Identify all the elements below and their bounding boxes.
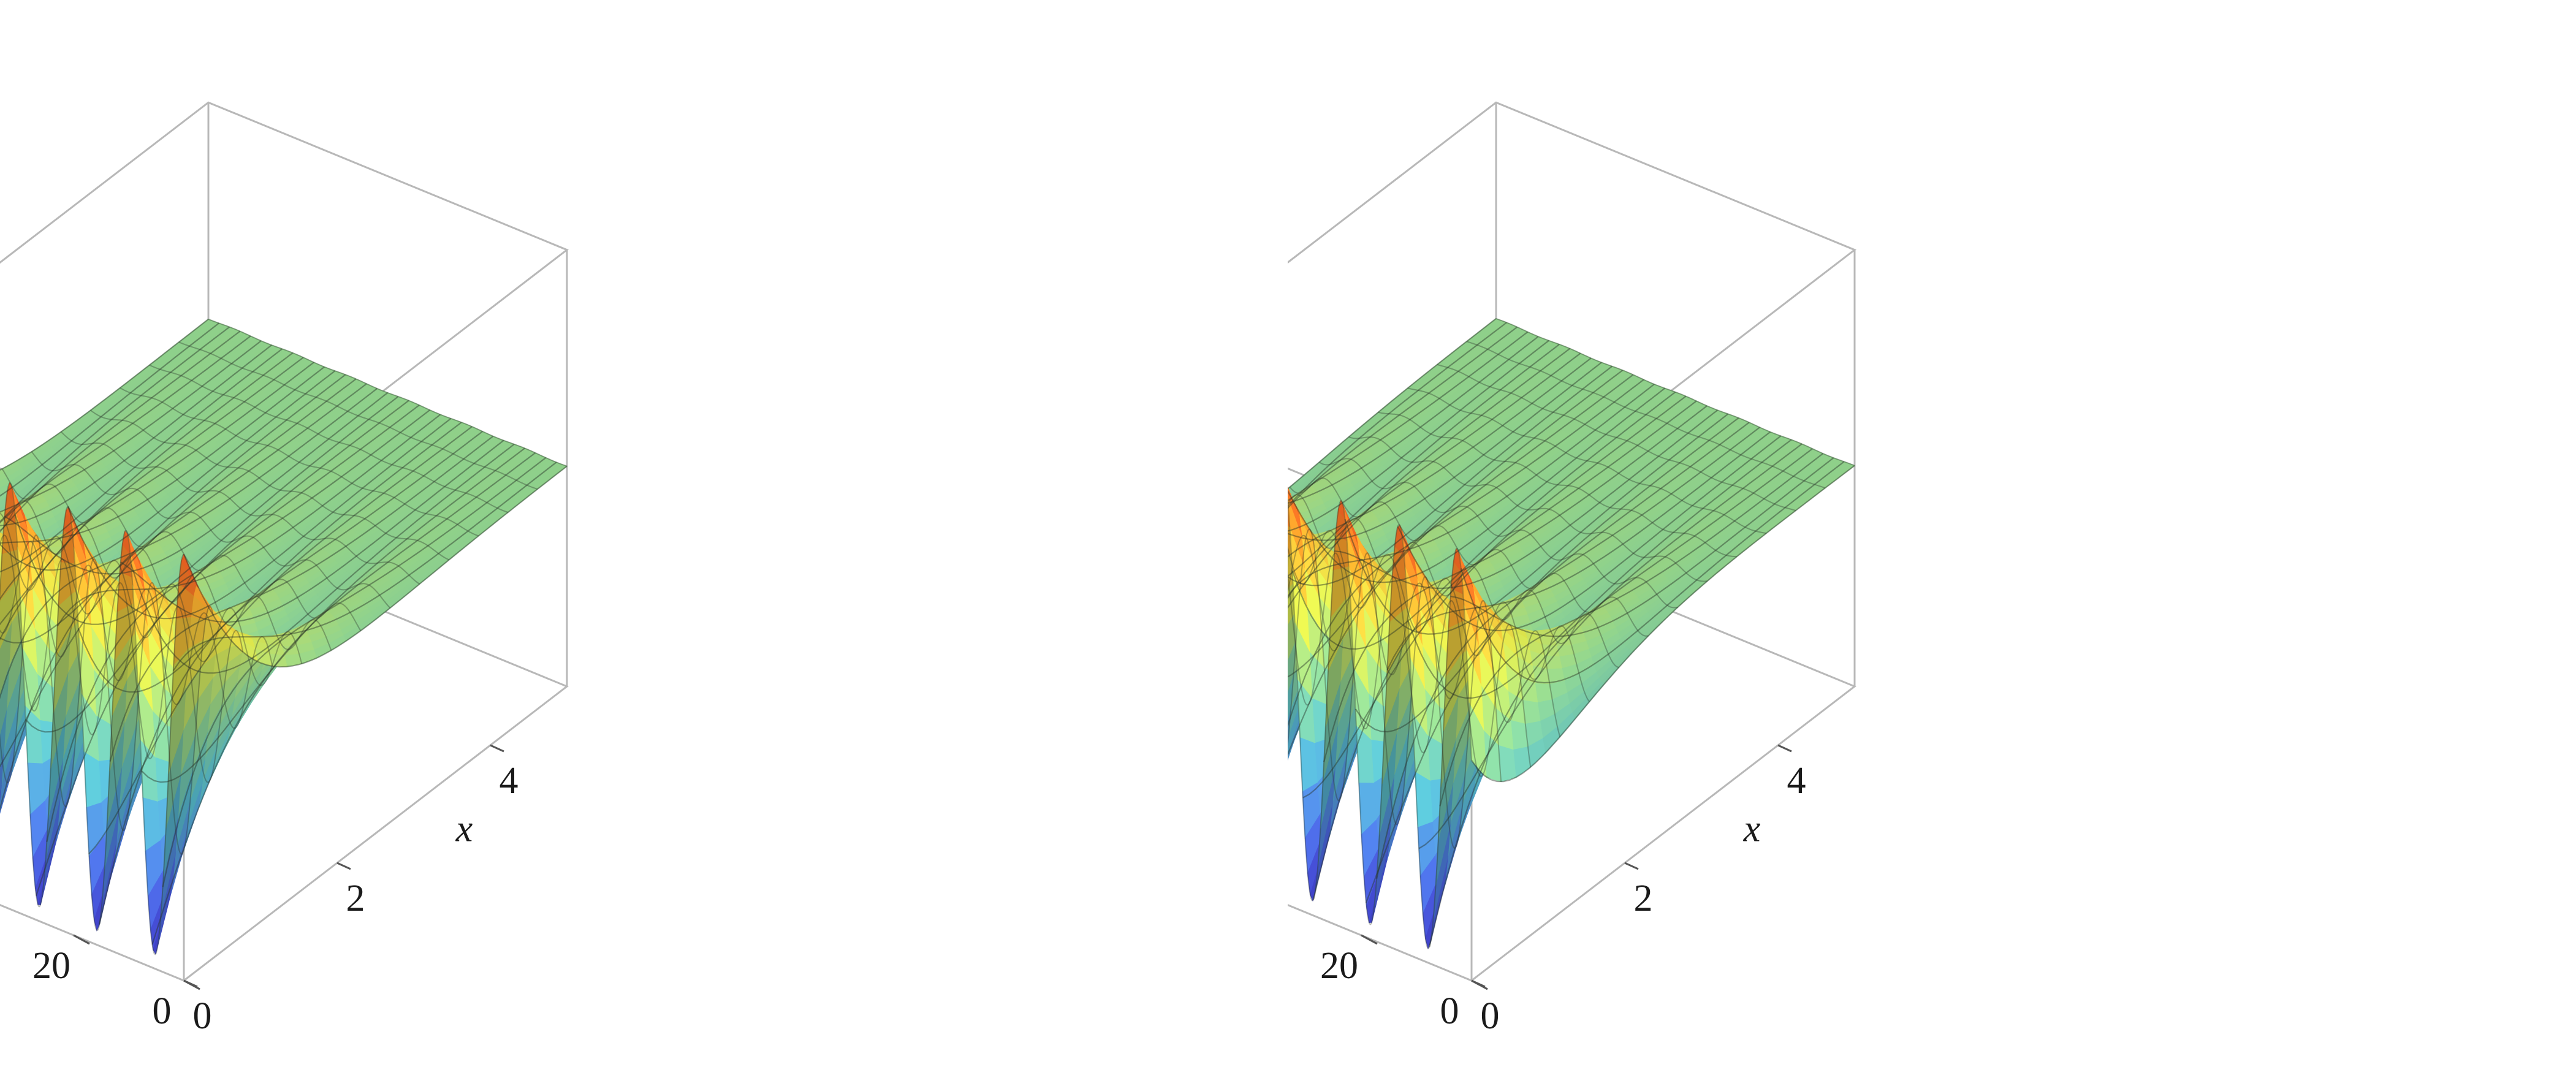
x-tick-label: 2 [346,878,365,919]
surface-facet [0,513,3,516]
t-tick-mark [73,934,90,945]
surface [0,319,568,955]
x-tick-mark [336,862,351,870]
surface-plot-tau-s: 1.00.50.0−0.5−10204060024txτs(x, t) [1288,101,1856,1037]
x-axis-label: x [455,808,473,849]
x-tick-mark [183,979,198,988]
surface-facet [0,515,6,521]
surface-plot-tau-c: 1.00.50.0−0.5−10204060024txτc(x, t) [0,101,569,1037]
x-tick-label: 4 [500,760,519,802]
x-tick-label: 0 [193,995,212,1037]
t-tick-label: 20 [32,945,70,987]
surface-facet [0,468,6,476]
x-tick-mark [490,744,504,753]
t-tick-label: 0 [153,990,172,1032]
